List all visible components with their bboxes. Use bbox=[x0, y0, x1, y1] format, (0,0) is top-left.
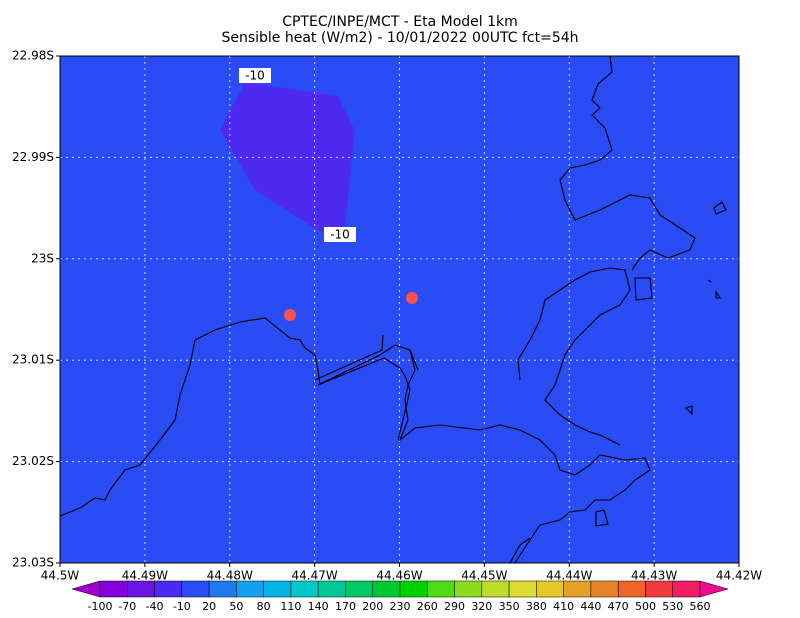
lon-label: 44.46W bbox=[376, 569, 422, 583]
lon-label: 44.48W bbox=[207, 569, 253, 583]
colorbar-box bbox=[127, 580, 155, 598]
lat-label: 23.03S bbox=[12, 556, 54, 570]
lat-label: 23.01S bbox=[12, 353, 54, 367]
colorbar-box bbox=[208, 580, 237, 598]
colorbar-box bbox=[645, 580, 673, 598]
colorbar-box bbox=[99, 580, 128, 598]
station-marker bbox=[284, 309, 296, 321]
lon-label: 44.42W bbox=[716, 569, 762, 583]
colorbar-label: -100 bbox=[88, 600, 113, 613]
colorbar-label: 290 bbox=[444, 600, 465, 613]
lat-label: 23S bbox=[31, 251, 54, 265]
lon-label: 44.47W bbox=[292, 569, 338, 583]
colorbar-label: 110 bbox=[280, 600, 301, 613]
contour-region bbox=[220, 82, 355, 236]
lon-label: 44.5W bbox=[41, 569, 80, 583]
colorbar-box bbox=[345, 580, 373, 598]
lat-label: 22.99S bbox=[12, 150, 54, 164]
colorbar-box bbox=[590, 580, 619, 598]
colorbar-label: 140 bbox=[308, 600, 329, 613]
colorbar-box bbox=[427, 580, 455, 598]
colorbar-box bbox=[372, 580, 401, 598]
grid bbox=[60, 56, 739, 563]
colorbar-label: -70 bbox=[118, 600, 136, 613]
contour-label-box bbox=[324, 227, 356, 242]
colorbar-label: 320 bbox=[471, 600, 492, 613]
colorbar-box bbox=[536, 580, 564, 598]
station-marker bbox=[406, 292, 418, 304]
contour-label: -10 bbox=[330, 228, 350, 242]
colorbar-box bbox=[154, 580, 183, 598]
lon-label: 44.49W bbox=[122, 569, 168, 583]
colorbar-label: -10 bbox=[173, 600, 191, 613]
lat-label: 22.98S bbox=[12, 49, 54, 63]
colorbar-label: 380 bbox=[526, 600, 547, 613]
colorbar-label: 260 bbox=[417, 600, 438, 613]
colorbar-label: -40 bbox=[146, 600, 164, 613]
lon-label: 44.43W bbox=[631, 569, 677, 583]
colorbar: -100 -70 -40 -10 20 50 80 110 140 170 200 230 260 290… bbox=[71, 580, 729, 613]
colorbar-label: 350 bbox=[499, 600, 520, 613]
lat-label: 23.02S bbox=[12, 454, 54, 468]
colorbar-label: 560 bbox=[690, 600, 711, 613]
coastline bbox=[397, 349, 419, 441]
colorbar-label: 410 bbox=[553, 600, 574, 613]
colorbar-label: 230 bbox=[390, 600, 411, 613]
colorbar-box bbox=[263, 580, 292, 598]
colorbar-box bbox=[617, 580, 646, 598]
colorbar-label: 530 bbox=[662, 600, 683, 613]
colorbar-arrow bbox=[699, 580, 729, 598]
contour-label-box bbox=[239, 68, 271, 83]
colorbar-box bbox=[672, 580, 701, 598]
colorbar-label: 470 bbox=[608, 600, 629, 613]
colorbar-label: 500 bbox=[635, 600, 656, 613]
colorbar-box bbox=[454, 580, 483, 598]
colorbar-box bbox=[290, 580, 319, 598]
colorbar-label: 170 bbox=[335, 600, 356, 613]
colorbar-box bbox=[563, 580, 592, 598]
coastline bbox=[517, 267, 631, 446]
colorbar-label: 50 bbox=[229, 600, 243, 613]
coastline bbox=[559, 55, 696, 271]
colorbar-box bbox=[481, 580, 510, 598]
colorbar-box bbox=[181, 580, 210, 598]
title: CPTEC/INPE/MCT - Eta Model 1km bbox=[282, 14, 518, 30]
colorbar-label: 20 bbox=[202, 600, 216, 613]
map-area: -10 -10 bbox=[59, 55, 740, 564]
coastline bbox=[314, 334, 406, 386]
coastline bbox=[509, 537, 531, 564]
colorbar-arrow bbox=[71, 580, 101, 598]
colorbar-label: 200 bbox=[362, 600, 383, 613]
colorbar-box bbox=[317, 580, 346, 598]
coastline bbox=[595, 201, 727, 527]
colorbar-label: 440 bbox=[580, 600, 601, 613]
colorbar-box bbox=[508, 580, 537, 598]
lon-label: 44.44W bbox=[546, 569, 592, 583]
coastline bbox=[59, 317, 651, 564]
lon-label: 44.45W bbox=[461, 569, 507, 583]
colorbar-label: 80 bbox=[257, 600, 271, 613]
subtitle: Sensible heat (W/m2) - 10/01/2022 00UTC … bbox=[221, 30, 578, 46]
contour-label: -10 bbox=[245, 69, 265, 83]
colorbar-box bbox=[236, 580, 264, 598]
colorbar-box bbox=[399, 580, 428, 598]
